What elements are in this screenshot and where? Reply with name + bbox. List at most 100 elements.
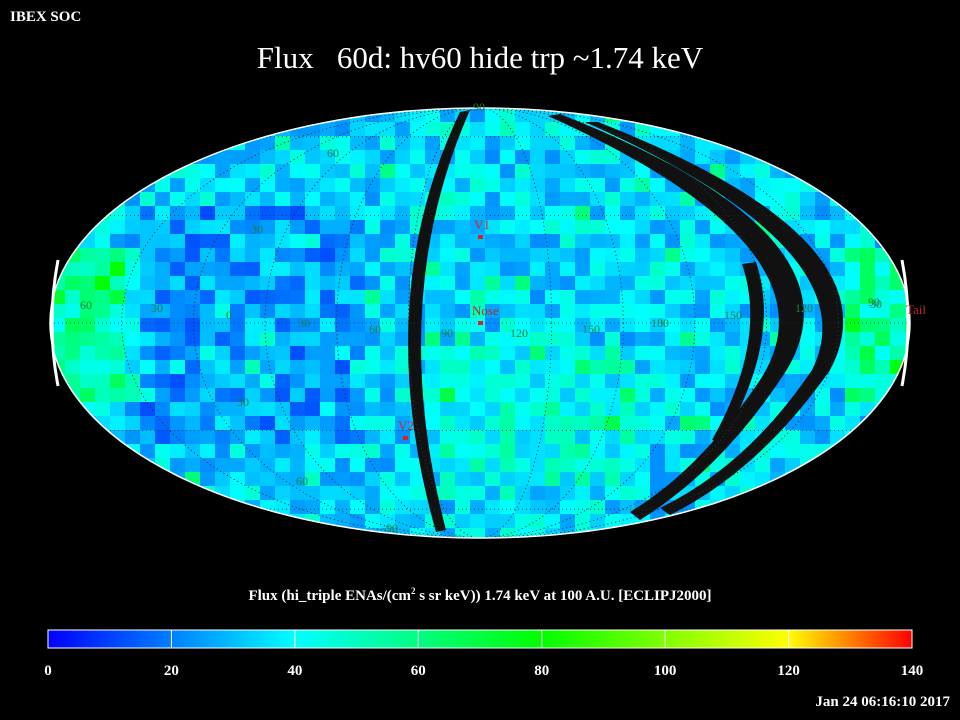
flux-pixel — [305, 374, 321, 389]
flux-pixel — [905, 206, 910, 221]
flux-pixel — [125, 178, 141, 193]
flux-pixel — [590, 192, 606, 207]
flux-pixel — [710, 360, 726, 375]
flux-pixel — [740, 108, 756, 123]
flux-pixel — [860, 514, 876, 529]
flux-pixel — [275, 374, 291, 389]
flux-pixel — [380, 136, 396, 151]
flux-pixel — [335, 248, 351, 263]
flux-pixel — [350, 374, 366, 389]
flux-pixel — [545, 374, 561, 389]
flux-pixel — [65, 332, 81, 347]
flux-pixel — [545, 234, 561, 249]
flux-pixel — [650, 304, 666, 319]
flux-pixel — [395, 136, 411, 151]
flux-pixel — [710, 150, 726, 165]
flux-pixel — [560, 290, 576, 305]
flux-pixel — [815, 234, 831, 249]
flux-pixel — [680, 332, 696, 347]
flux-pixel — [890, 500, 906, 515]
flux-pixel — [665, 360, 681, 375]
flux-pixel — [485, 360, 501, 375]
flux-pixel — [830, 402, 846, 417]
flux-pixel — [575, 360, 591, 375]
flux-pixel — [890, 444, 906, 459]
flux-pixel — [230, 458, 246, 473]
flux-pixel — [350, 164, 366, 179]
flux-pixel — [125, 486, 141, 501]
flux-pixel — [590, 304, 606, 319]
flux-pixel — [305, 108, 321, 123]
flux-pixel — [530, 150, 546, 165]
flux-pixel — [110, 346, 126, 361]
flux-pixel — [275, 444, 291, 459]
flux-pixel — [725, 290, 741, 305]
flux-pixel — [710, 374, 726, 389]
flux-pixel — [575, 458, 591, 473]
flux-pixel — [860, 136, 876, 151]
flux-pixel — [815, 500, 831, 515]
flux-pixel — [650, 318, 666, 333]
flux-pixel — [635, 304, 651, 319]
flux-pixel — [830, 360, 846, 375]
flux-pixel — [80, 346, 96, 361]
flux-pixel — [245, 122, 261, 137]
flux-pixel — [560, 528, 576, 538]
flux-pixel — [515, 234, 531, 249]
flux-pixel — [620, 528, 636, 538]
flux-pixel — [515, 458, 531, 473]
flux-pixel — [50, 514, 66, 529]
flux-pixel — [485, 108, 501, 123]
flux-pixel — [95, 416, 111, 431]
flux-pixel — [680, 290, 696, 305]
flux-pixel — [515, 122, 531, 137]
flux-pixel — [470, 304, 486, 319]
flux-pixel — [620, 472, 636, 487]
flux-pixel — [785, 136, 801, 151]
map-title: Flux 60d: hv60 hide trp ~1.74 keV — [256, 40, 704, 75]
flux-pixel — [440, 500, 456, 515]
flux-pixel — [830, 514, 846, 529]
flux-pixel — [200, 388, 216, 403]
flux-pixel — [155, 304, 171, 319]
flux-pixel — [545, 402, 561, 417]
flux-pixel — [485, 276, 501, 291]
flux-pixel — [110, 122, 126, 137]
flux-pixel — [320, 276, 336, 291]
flux-pixel — [530, 164, 546, 179]
flux-pixel — [905, 108, 910, 123]
flux-pixel — [860, 192, 876, 207]
flux-pixel — [605, 164, 621, 179]
flux-pixel — [140, 150, 156, 165]
flux-pixel — [215, 206, 231, 221]
flux-pixel — [590, 500, 606, 515]
flux-pixel — [65, 206, 81, 221]
flux-pixel — [155, 276, 171, 291]
flux-pixel — [650, 290, 666, 305]
flux-pixel — [530, 458, 546, 473]
flux-pixel — [290, 136, 306, 151]
flux-pixel — [200, 220, 216, 235]
flux-pixel — [350, 220, 366, 235]
flux-pixel — [860, 388, 876, 403]
flux-pixel — [725, 514, 741, 529]
flux-pixel — [200, 136, 216, 151]
flux-pixel — [680, 136, 696, 151]
flux-pixel — [170, 458, 186, 473]
flux-pixel — [830, 472, 846, 487]
flux-pixel — [335, 402, 351, 417]
flux-pixel — [890, 416, 906, 431]
flux-pixel — [155, 248, 171, 263]
flux-pixel — [305, 276, 321, 291]
flux-pixel — [500, 388, 516, 403]
flux-pixel — [215, 108, 231, 123]
flux-pixel — [320, 388, 336, 403]
flux-pixel — [320, 262, 336, 277]
flux-pixel — [860, 150, 876, 165]
flux-pixel — [305, 150, 321, 165]
flux-pixel — [545, 220, 561, 235]
flux-pixel — [245, 486, 261, 501]
flux-pixel — [425, 528, 441, 538]
flux-pixel — [455, 388, 471, 403]
flux-pixel — [305, 136, 321, 151]
